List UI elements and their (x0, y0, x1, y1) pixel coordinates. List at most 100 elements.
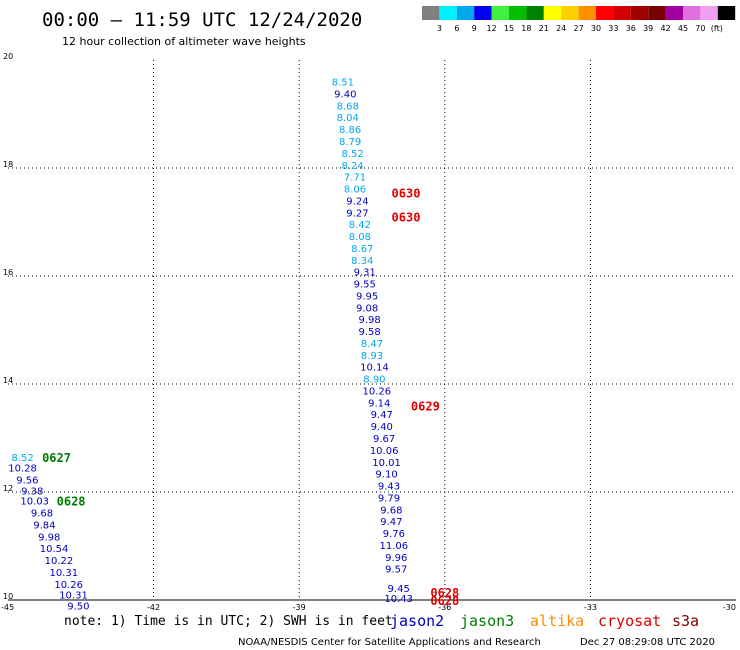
pass-time-label: 0627 (42, 451, 71, 465)
data-point-label: 8.34 (351, 256, 373, 267)
colorbar-label: 9 (472, 24, 477, 33)
colorbar-swatch (717, 6, 736, 20)
data-point-label: 10.01 (372, 458, 401, 469)
data-point-label: 9.45 (388, 584, 410, 595)
data-point-label: 9.98 (358, 315, 380, 326)
colorbar-label: 45 (678, 24, 688, 33)
data-point-label: 9.40 (371, 422, 393, 433)
satellite-legend-jason3: jason3 (460, 612, 514, 630)
data-point-label: 10.31 (59, 591, 88, 602)
colorbar-swatch (578, 6, 596, 20)
colorbar-label: 30 (591, 24, 601, 33)
data-point-label: 10.43 (384, 594, 413, 605)
data-point-label: 8.08 (349, 232, 371, 243)
x-tick-label: -42 (147, 603, 160, 612)
colorbar-label: 6 (454, 24, 459, 33)
footer-credit: NOAA/NESDIS Center for Satellite Applica… (238, 637, 541, 648)
data-point-label: 9.96 (385, 553, 407, 564)
colorbar-label: 15 (504, 24, 514, 33)
data-point-label: 8.79 (339, 137, 361, 148)
colorbar-swatch (665, 6, 683, 20)
y-tick-label: 20 (3, 52, 13, 61)
data-point-label: 9.68 (31, 509, 53, 520)
data-point-label: 9.55 (354, 280, 376, 291)
data-point-label: 8.52 (341, 149, 363, 160)
data-point-label: 9.08 (356, 303, 378, 314)
pass-time-label: 0628 (430, 586, 459, 600)
data-point-label: 10.03 (20, 497, 49, 508)
data-point-label: 9.98 (38, 532, 60, 543)
y-tick-label: 10 (3, 592, 13, 601)
colorbar-swatch (456, 6, 475, 20)
y-tick-label: 12 (3, 484, 13, 493)
colorbar-swatch (474, 6, 492, 20)
x-tick-label: -36 (438, 603, 451, 612)
colorbar-swatch (683, 6, 701, 20)
colorbar-label: 27 (574, 24, 584, 33)
pass-time-label: 0628 (430, 594, 459, 608)
pass-time-label: 0629 (411, 400, 440, 414)
data-point-label: 10.31 (49, 568, 78, 579)
colorbar-label: 24 (556, 24, 566, 33)
colorbar-swatch (700, 6, 718, 20)
footer-note: note: 1) Time is in UTC; 2) SWH is in fe… (64, 614, 393, 629)
colorbar-swatch (561, 6, 579, 20)
data-point-label: 10.26 (54, 580, 83, 591)
colorbar-swatch (509, 6, 527, 20)
pass-time-label: 0630 (392, 186, 421, 200)
data-point-label: 9.56 (16, 476, 38, 487)
data-point-label: 10.06 (370, 446, 399, 457)
data-point-label: 9.24 (346, 196, 368, 207)
data-point-label: 8.24 (341, 161, 363, 172)
data-point-label: 8.67 (351, 244, 373, 255)
data-point-label: 9.95 (356, 291, 378, 302)
colorbar-label: 3 (437, 24, 442, 33)
data-point-label: 9.68 (380, 505, 402, 516)
satellite-legend-altika: altika (530, 612, 584, 630)
data-point-label: 9.43 (378, 482, 400, 493)
y-tick-label: 14 (3, 376, 13, 385)
chart-title: 00:00 – 11:59 UTC 12/24/2020 (42, 9, 362, 31)
colorbar-legend: 3 6 9 12 15 18 21 24 27 30 33 36 39 42 45 70 (ft) (422, 6, 736, 33)
colorbar-swatch (491, 6, 509, 20)
data-point-label: 11.06 (380, 541, 409, 552)
colorbar-label: 21 (539, 24, 549, 33)
colorbar-label: 42 (661, 24, 671, 33)
data-point-label: 10.54 (40, 544, 69, 555)
data-point-label: 8.93 (361, 351, 383, 362)
colorbar-swatch (630, 6, 649, 20)
colorbar-swatch (648, 6, 666, 20)
data-point-label: 10.22 (45, 556, 74, 567)
data-point-label: 9.27 (346, 208, 368, 219)
colorbar-swatch (613, 6, 631, 20)
data-point-label: 8.52 (11, 453, 33, 464)
data-point-label: 8.42 (349, 220, 371, 231)
data-point-label: 8.90 (363, 375, 385, 386)
data-point-label: 9.67 (373, 434, 395, 445)
data-point-label: 9.10 (375, 470, 397, 481)
data-point-label: 9.38 (21, 486, 43, 497)
data-point-label: 9.57 (385, 565, 407, 576)
satellite-legend-jason2: jason2 (390, 612, 444, 630)
x-tick-label: -33 (584, 603, 597, 612)
data-point-label: 9.58 (358, 327, 380, 338)
pass-time-label: 0630 (392, 211, 421, 225)
data-point-label: 10.14 (360, 363, 389, 374)
colorbar-label: 39 (643, 24, 653, 33)
chart-subtitle: 12 hour collection of altimeter wave hei… (62, 35, 306, 48)
x-tick-label: -45 (1, 603, 14, 612)
data-point-label: 8.47 (361, 339, 383, 350)
colorbar-swatch (439, 6, 457, 20)
colorbar-swatch (526, 6, 544, 20)
data-point-label: 9.47 (380, 517, 402, 528)
satellite-legend-s3a: s3a (672, 612, 699, 630)
colorbar-swatch (543, 6, 562, 20)
data-point-label: 9.50 (67, 601, 89, 612)
data-point-label: 9.79 (378, 493, 400, 504)
pass-time-label: 0628 (57, 495, 86, 509)
data-point-label: 7.71 (344, 173, 366, 184)
data-point-label: 9.76 (383, 529, 405, 540)
data-point-label: 8.04 (337, 113, 359, 124)
plot-area: -45 -42 -39 -36 -33 -301012141618208.5210.289… (1, 52, 736, 612)
